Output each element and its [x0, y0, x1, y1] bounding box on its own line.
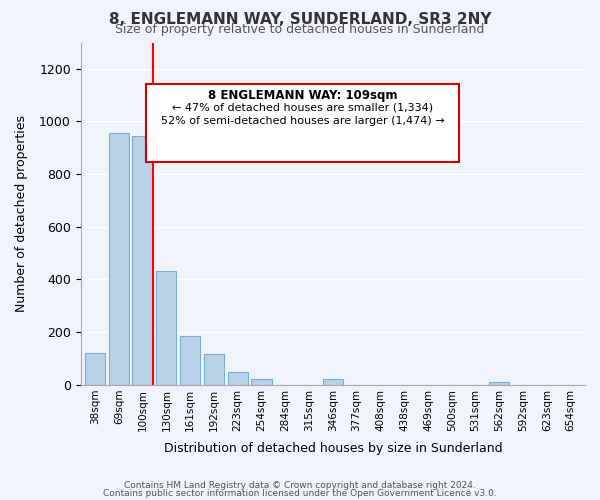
Bar	[85, 353, 105, 384]
Bar	[133, 136, 152, 384]
Text: 8, ENGLEMANN WAY, SUNDERLAND, SR3 2NY: 8, ENGLEMANN WAY, SUNDERLAND, SR3 2NY	[109, 12, 491, 28]
FancyBboxPatch shape	[146, 84, 459, 162]
Y-axis label: Number of detached properties: Number of detached properties	[15, 115, 28, 312]
Text: 8 ENGLEMANN WAY: 109sqm: 8 ENGLEMANN WAY: 109sqm	[208, 88, 397, 102]
Bar	[489, 382, 509, 384]
Bar	[323, 380, 343, 384]
Text: Contains public sector information licensed under the Open Government Licence v3: Contains public sector information licen…	[103, 488, 497, 498]
Bar	[156, 272, 176, 384]
Bar	[180, 336, 200, 384]
X-axis label: Distribution of detached houses by size in Sunderland: Distribution of detached houses by size …	[164, 442, 502, 455]
Bar	[109, 134, 129, 384]
Bar	[204, 354, 224, 384]
Text: Size of property relative to detached houses in Sunderland: Size of property relative to detached ho…	[115, 22, 485, 36]
Bar	[227, 372, 248, 384]
Text: 52% of semi-detached houses are larger (1,474) →: 52% of semi-detached houses are larger (…	[161, 116, 445, 126]
Text: Contains HM Land Registry data © Crown copyright and database right 2024.: Contains HM Land Registry data © Crown c…	[124, 481, 476, 490]
Text: ← 47% of detached houses are smaller (1,334): ← 47% of detached houses are smaller (1,…	[172, 102, 433, 113]
Bar	[251, 380, 272, 384]
